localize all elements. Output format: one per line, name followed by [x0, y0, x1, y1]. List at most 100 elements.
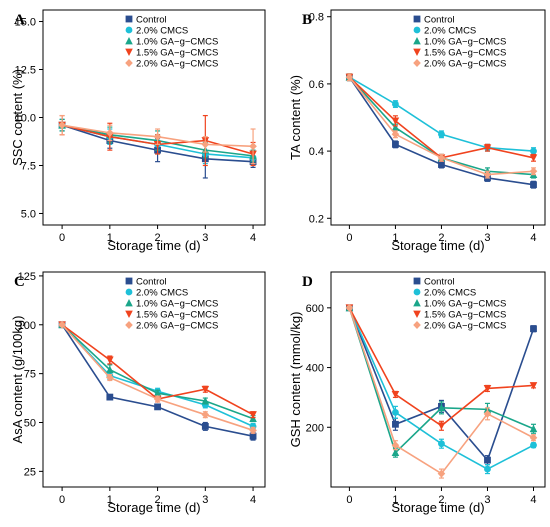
- legend-marker: [125, 59, 133, 67]
- series-4: [58, 114, 257, 165]
- x-tick-label: 3: [484, 232, 490, 244]
- legend-item: 1.0% GA−g−CMCS: [125, 299, 218, 310]
- legend-item: 1.0% GA−g−CMCS: [413, 299, 506, 310]
- legend-label: 2.0% CMCS: [136, 288, 188, 299]
- data-point: [438, 440, 445, 448]
- data-point: [529, 433, 538, 442]
- data-point: [201, 385, 210, 394]
- panel-letter: A: [14, 12, 25, 28]
- y-tick-label: 50: [24, 418, 36, 430]
- legend-label: 2.0% CMCS: [424, 288, 476, 299]
- data-point: [249, 411, 257, 419]
- legend-marker: [413, 37, 421, 45]
- legend-marker: [413, 26, 421, 34]
- data-point: [345, 303, 354, 312]
- y-axis-label: GSH content (mmol/kg): [288, 312, 303, 448]
- legend-item: Control: [125, 277, 167, 288]
- plot-frame: [330, 9, 546, 226]
- data-point: [437, 422, 446, 430]
- series-4: [58, 320, 257, 435]
- data-point: [529, 154, 538, 162]
- x-tick-label: 0: [346, 232, 352, 244]
- legend-label: Control: [424, 277, 455, 288]
- legend-label: Control: [136, 15, 167, 26]
- legend-item: 1.5% GA−g−CMCS: [125, 48, 218, 59]
- data-point: [529, 382, 538, 390]
- data-point: [106, 356, 114, 364]
- legend-item: 2.0% CMCS: [125, 288, 188, 299]
- legend-marker: [413, 277, 421, 285]
- legend-item: 2.0% GA−g−CMCS: [125, 321, 218, 332]
- y-tick-label: 5.0: [21, 208, 36, 220]
- legend-marker: [413, 15, 421, 23]
- legend-label: 1.5% GA−g−CMCS: [136, 310, 218, 321]
- x-tick-label: 3: [202, 232, 208, 244]
- data-point: [391, 117, 400, 125]
- plot-frame: [330, 271, 546, 488]
- legend-label: 1.0% GA−g−CMCS: [136, 37, 218, 48]
- data-point: [529, 424, 538, 433]
- y-tick-label: 0.2: [309, 213, 324, 225]
- legend-label: 2.0% GA−g−CMCS: [136, 59, 218, 70]
- y-tick-label: 100: [18, 320, 36, 332]
- y-tick-label: 75: [24, 369, 36, 381]
- y-axis-label: AsA content (g/100kg): [10, 316, 25, 444]
- x-tick-label: 1: [392, 232, 398, 244]
- data-point: [392, 408, 399, 416]
- legend-item: 1.5% GA−g−CMCS: [413, 310, 506, 321]
- legend-label: 1.5% GA−g−CMCS: [424, 310, 506, 321]
- data-point: [437, 403, 446, 412]
- legend-marker: [125, 321, 133, 329]
- panel-b: B 0 1 2 3 4 0.2 0.4 0.6 0.8 Storage time (d) TA con…: [288, 9, 546, 253]
- y-tick-label: 125: [18, 271, 36, 283]
- legend-label: 2.0% GA−g−CMCS: [136, 321, 218, 332]
- legend-item: 1.5% GA−g−CMCS: [125, 310, 218, 321]
- data-point: [530, 181, 537, 189]
- x-axis-label: Storage time (d): [391, 500, 484, 515]
- data-point: [530, 441, 537, 449]
- legend-marker: [413, 321, 421, 329]
- x-tick-label: 2: [155, 232, 161, 244]
- legend-item: 2.0% GA−g−CMCS: [413, 321, 506, 332]
- data-point: [391, 123, 400, 131]
- legend-marker: [125, 15, 133, 23]
- series-line: [349, 76, 534, 152]
- legend-item: 1.0% GA−g−CMCS: [413, 37, 506, 48]
- y-tick-label: 0.8: [309, 12, 324, 24]
- y-axis-label: TA content (%): [288, 75, 303, 160]
- x-tick-label: 1: [392, 494, 398, 506]
- legend-item: Control: [125, 15, 167, 26]
- data-point: [483, 385, 492, 393]
- y-axis-label: SSC content (%): [10, 69, 25, 166]
- x-tick-label: 2: [155, 494, 161, 506]
- y-tick-label: 15.0: [15, 17, 36, 29]
- legend-marker: [125, 288, 133, 296]
- legend-marker: [125, 37, 133, 45]
- series-line: [61, 324, 254, 428]
- legend-label: 1.0% GA−g−CMCS: [424, 37, 506, 48]
- legend-marker: [413, 299, 421, 307]
- y-tick-label: 0.4: [309, 146, 324, 158]
- data-point: [249, 142, 257, 151]
- legend-label: 2.0% GA−g−CMCS: [424, 321, 506, 332]
- legend-item: Control: [413, 15, 455, 26]
- series-3: [345, 73, 538, 162]
- legend-marker: [125, 48, 133, 56]
- x-tick-label: 3: [484, 494, 490, 506]
- legend-marker: [125, 299, 133, 307]
- legend-item: Control: [413, 277, 455, 288]
- data-point: [484, 456, 491, 464]
- y-tick-label: 200: [306, 422, 324, 434]
- legend-marker: [413, 310, 421, 318]
- data-point: [437, 469, 446, 478]
- series-4: [345, 303, 538, 479]
- y-tick-label: 12.5: [15, 65, 36, 77]
- series-2: [58, 320, 257, 423]
- x-tick-label: 0: [346, 494, 352, 506]
- data-point: [106, 128, 114, 137]
- x-axis-label: Storage time (d): [391, 238, 484, 253]
